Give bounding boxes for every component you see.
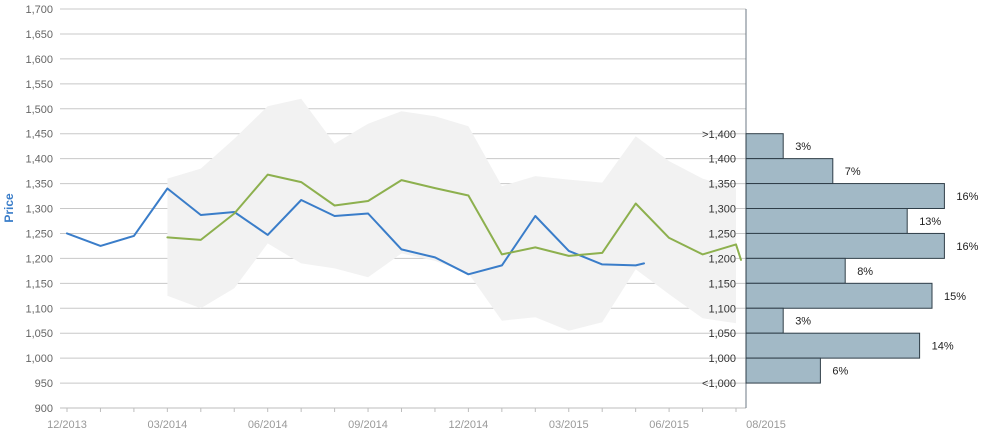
histogram-bin-label: 1,200 [708,253,736,265]
histogram-percent-label: 14% [932,341,954,353]
histogram-percent-label: 16% [956,191,978,203]
histogram-bar [745,257,846,284]
x-tick-label: 08/2015 [746,419,786,431]
histogram-percent-label: 3% [795,141,811,153]
histogram-percent-label: 16% [956,241,978,253]
histogram-bar [745,232,945,259]
histogram-percent-label: 7% [845,166,861,178]
y-tick-label: 1,150 [25,278,53,290]
histogram-bar [745,208,908,234]
histogram-bar [745,357,821,384]
histogram-bin-label: >1,400 [702,129,736,141]
histogram-bar [745,307,784,334]
y-tick-label: 1,700 [25,4,53,16]
x-tick-label: 03/2015 [549,419,589,431]
x-tick-label: 12/2013 [47,419,87,431]
y-tick-label: 1,600 [25,54,53,66]
histogram-bar [745,282,933,309]
histogram-bin-label: 1,050 [708,328,736,340]
distribution-histogram: 3% 7% 16% 13% 16% 8% 15% 3% 14% 6% >1,400 1,400 1,35… [702,129,979,390]
forecast-band [167,98,736,331]
histogram-bar [745,158,834,185]
x-tick-label: 12/2014 [449,419,489,431]
actual-series-line [66,187,645,276]
histogram-bar [745,133,784,160]
histogram-bin-label: 1,250 [708,228,736,240]
series-lines [66,173,742,276]
histogram-percent-label: 13% [919,216,941,228]
y-tick-label: 1,200 [25,253,53,265]
y-tick-label: 1,500 [25,104,53,116]
histogram-percent-label: 15% [944,291,966,303]
histogram-bin-label: 1,100 [708,303,736,315]
y-tick-label: 1,650 [25,29,53,41]
histogram-bin-label: 1,400 [708,154,736,166]
y-tick-label: 1,250 [25,228,53,240]
y-tick-label: 1,300 [25,204,53,216]
y-tick-label: 1,400 [25,154,53,166]
histogram-percent-label: 3% [795,316,811,328]
y-tick-label: 1,050 [25,328,53,340]
histogram-bin-label: <1,000 [702,378,736,390]
x-tick-label: 09/2014 [348,419,388,431]
y-tick-label: 900 [35,403,53,415]
x-tick-label: 06/2014 [248,419,288,431]
histogram-percent-label: 6% [832,366,848,378]
y-tick-label: 950 [35,378,53,390]
histogram-bin-label: 1,150 [708,278,736,290]
histogram-bar [745,332,921,359]
y-tick-label: 1,100 [25,303,53,315]
histogram-bar [745,183,945,209]
y-tick-label: 1,550 [25,79,53,91]
x-tick-label: 06/2015 [649,419,689,431]
forecast-series-line [166,173,742,261]
y-tick-label: 1,000 [25,353,53,365]
y-tick-label: 1,450 [25,129,53,141]
y-tick-label: 1,350 [25,179,53,191]
x-tick-label: 03/2014 [147,419,187,431]
histogram-bin-label: 1,000 [708,353,736,365]
forecast-range-band [167,98,736,331]
histogram-bin-label: 1,300 [708,204,736,216]
histogram-percent-label: 8% [857,266,873,278]
histogram-bin-label: 1,350 [708,179,736,191]
y-axis-label: Price [2,193,16,223]
